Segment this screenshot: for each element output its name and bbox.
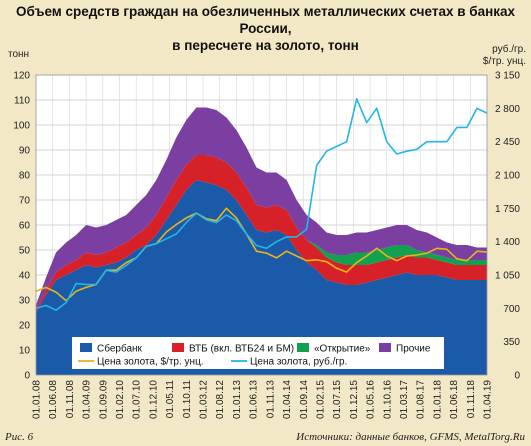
y-left-tick-label: 70 bbox=[19, 196, 31, 207]
y-left-tick-label: 20 bbox=[19, 321, 31, 332]
x-tick-label: 01.04.19 bbox=[483, 380, 494, 419]
x-tick-label: 01.01.18 bbox=[432, 380, 443, 419]
y-left-unit: тонн bbox=[8, 49, 29, 60]
x-tick-label: 01.09.09 bbox=[98, 380, 109, 419]
y-right-tick-label: 1 400 bbox=[495, 237, 520, 248]
x-tick-label: 01.07.10 bbox=[132, 380, 143, 419]
x-tick-label: 01.03.17 bbox=[399, 380, 410, 419]
x-tick-label: 01.06.13 bbox=[249, 380, 260, 419]
chart-title: Объем средств граждан на обезличенных ме… bbox=[0, 3, 531, 54]
line-series-Цена золота, $/тр. унц. bbox=[35, 207, 488, 302]
x-tick-label: 01.03.12 bbox=[199, 380, 210, 419]
x-tick-label: 01.12.10 bbox=[148, 380, 159, 419]
line-series-Цена золота, руб./гр. bbox=[35, 98, 488, 311]
area-series-ВТБ (вкл. ВТБ24 и БМ) bbox=[36, 155, 487, 313]
x-tick-label: 01.11.08 bbox=[65, 380, 76, 419]
y-left-tick-label: 30 bbox=[19, 296, 31, 307]
y-left-tick-label: 90 bbox=[19, 146, 31, 157]
legend-label: Цена золота, $/тр. унц. bbox=[97, 357, 204, 368]
x-tick-label: 01.02.15 bbox=[315, 380, 326, 419]
y-right-tick-label: 2 100 bbox=[495, 171, 520, 182]
x-tick-label: 01.11.13 bbox=[265, 380, 276, 419]
y-right-tick-label: 1 050 bbox=[495, 271, 520, 282]
chart-title-line-2: в пересчете на золото, тонн bbox=[172, 38, 359, 53]
y-right-unit-line1: руб./гр. bbox=[492, 43, 526, 55]
y-left-tick-label: 10 bbox=[19, 346, 31, 357]
x-tick-label: 01.01.13 bbox=[232, 380, 243, 419]
area-series-Сбербанк bbox=[36, 180, 487, 375]
x-tick-label: 01.11.18 bbox=[466, 380, 477, 419]
x-tick-label: 01.06.08 bbox=[48, 380, 59, 419]
y-right-tick-label: 700 bbox=[503, 304, 520, 315]
y-left-tick-label: 120 bbox=[13, 71, 30, 82]
legend-swatch bbox=[297, 343, 309, 352]
legend-label: Цена золота, руб./гр. bbox=[250, 356, 347, 368]
x-tick-label: 01.08.17 bbox=[416, 380, 427, 419]
y-left-tick-label: 60 bbox=[19, 221, 31, 232]
y-left-tick-label: 0 bbox=[24, 371, 30, 382]
y-right-tick-label: 2 800 bbox=[495, 104, 520, 115]
y-left-tick-label: 50 bbox=[19, 246, 31, 257]
source-note: Источники: данные банков, GFMS, MetalTor… bbox=[296, 431, 525, 443]
legend-swatch bbox=[172, 343, 184, 352]
x-tick-label: 01.12.15 bbox=[349, 380, 360, 419]
x-tick-label: 01.07.15 bbox=[332, 380, 343, 419]
x-tick-label: 01.04.14 bbox=[282, 380, 293, 419]
y-left-tick-label: 100 bbox=[13, 121, 30, 132]
y-left-tick-label: 40 bbox=[19, 271, 31, 282]
legend-label: ВТБ (вкл. ВТБ24 и БМ) bbox=[189, 344, 294, 355]
x-tick-label: 01.04.09 bbox=[82, 380, 93, 419]
legend-label: Сбербанк bbox=[97, 343, 143, 355]
y-left-tick-label: 80 bbox=[19, 171, 31, 182]
x-tick-label: 01.02.10 bbox=[115, 380, 126, 419]
x-tick-label: 01.08.12 bbox=[215, 380, 226, 419]
y-right-tick-label: 0 bbox=[514, 371, 520, 382]
legend-label: Прочие bbox=[396, 344, 431, 355]
x-tick-label: 01.05.11 bbox=[165, 380, 176, 419]
y-right-unit-line2: $/тр. унц. bbox=[483, 56, 526, 67]
y-right-tick-label: 350 bbox=[503, 337, 520, 348]
figure-label: Рис. 6 bbox=[5, 431, 34, 443]
legend-swatch bbox=[80, 343, 92, 352]
x-tick-label: 01.06.18 bbox=[449, 380, 460, 419]
x-tick-label: 01.01.08 bbox=[32, 380, 43, 419]
y-right-tick-label: 1 750 bbox=[495, 204, 520, 215]
legend-swatch bbox=[379, 343, 391, 352]
legend-box bbox=[72, 337, 444, 369]
y-right-tick-label: 2 450 bbox=[495, 137, 520, 148]
chart-title-line-1: Объем средств граждан на обезличенных ме… bbox=[15, 4, 516, 36]
y-right-tick-label: 3 150 bbox=[495, 71, 520, 82]
x-tick-label: 01.10.16 bbox=[382, 380, 393, 419]
x-tick-label: 01.10.11 bbox=[182, 380, 193, 419]
y-left-tick-label: 110 bbox=[14, 96, 30, 107]
plot-border bbox=[35, 74, 488, 376]
x-tick-label: 01.05.16 bbox=[366, 380, 377, 419]
x-tick-label: 01.09.14 bbox=[299, 380, 310, 419]
legend-label: «Открытие» bbox=[314, 344, 371, 355]
